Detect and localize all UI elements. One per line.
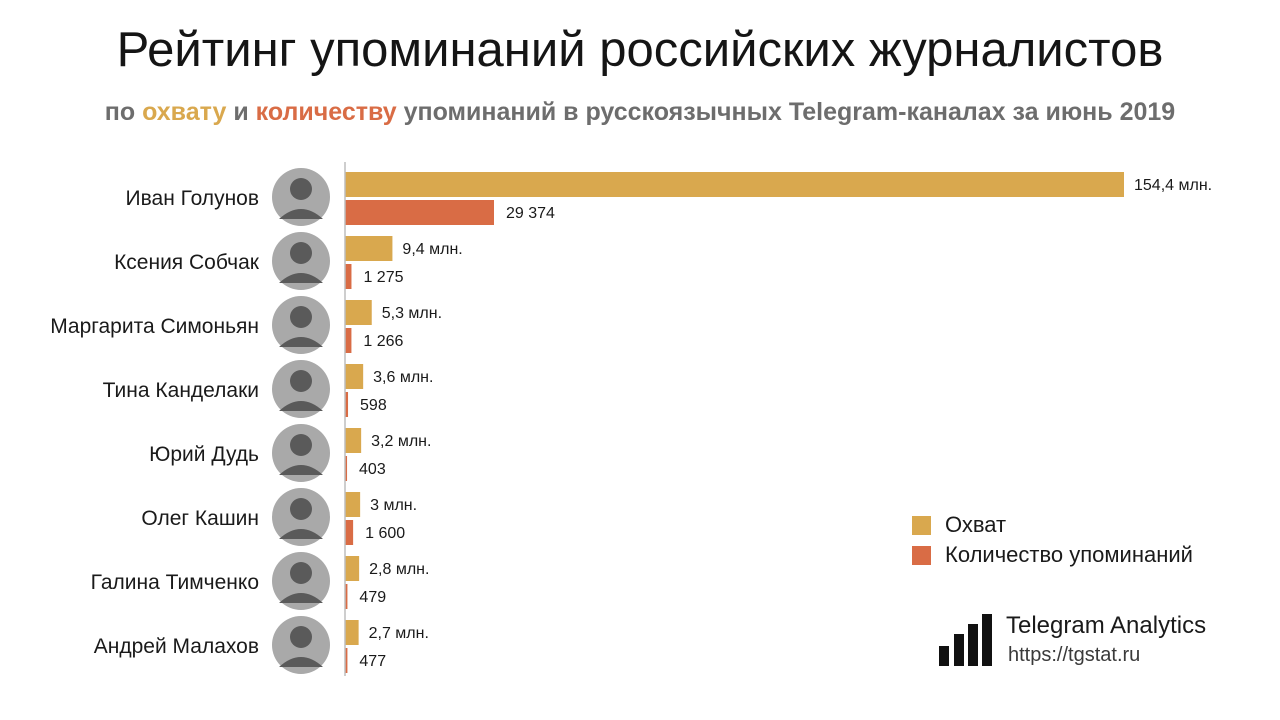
bar-count: [345, 648, 348, 673]
avatar-body: [279, 657, 323, 667]
subtitle-prefix: по: [104, 98, 136, 126]
category-label: Иван Голунов: [126, 187, 260, 210]
bar-reach: [345, 172, 1124, 197]
legend-swatch-reach: [912, 515, 931, 535]
subtitle-rest: упоминаний в русскоязычных Telegram-кана…: [403, 98, 1176, 126]
brand-name: Telegram Analytics: [1006, 612, 1207, 639]
data-label-reach: 154,4 млн.: [1134, 177, 1212, 194]
avatar-head: [290, 562, 312, 584]
data-label-count: 1 600: [365, 525, 405, 542]
legend-item-reach: Охват: [912, 510, 1193, 540]
data-label-reach: 3,6 млн.: [373, 369, 433, 386]
avatar-head: [290, 178, 312, 200]
avatar-head: [290, 626, 312, 648]
category-label: Галина Тимченко: [91, 571, 259, 594]
bar-count: [345, 392, 349, 417]
data-label-reach: 5,3 млн.: [382, 305, 442, 322]
avatar-head: [290, 370, 312, 392]
avatar-body: [279, 401, 323, 411]
bar-reach: [345, 556, 360, 581]
avatar-head: [290, 242, 312, 264]
data-label-reach: 2,7 млн.: [369, 625, 429, 642]
data-label-reach: 3,2 млн.: [371, 433, 431, 450]
avatar-body: [279, 209, 323, 219]
category-label: Юрий Дудь: [149, 443, 259, 466]
avatar-body: [279, 593, 323, 603]
data-label-reach: 2,8 млн.: [369, 561, 429, 578]
chart-subtitle: по охвату и количеству упоминаний в русс…: [0, 98, 1280, 127]
avatar-head: [290, 434, 312, 456]
data-label-count: 1 275: [363, 269, 403, 286]
bar-count: [345, 200, 494, 225]
subtitle-reach-word: охвату: [142, 98, 227, 126]
bar-count: [345, 264, 352, 289]
legend-label-reach: Охват: [945, 512, 1007, 537]
avatar-body: [279, 465, 323, 475]
data-label-reach: 9,4 млн.: [402, 241, 462, 258]
data-label-count: 479: [359, 589, 386, 606]
data-label-count: 477: [359, 653, 386, 670]
avatar-body: [279, 337, 323, 347]
category-label: Андрей Малахов: [94, 635, 259, 658]
bar-reach: [345, 492, 361, 517]
category-label: Тина Канделаки: [103, 379, 259, 402]
bar-count: [345, 456, 348, 481]
data-label-count: 403: [359, 461, 386, 478]
bar-reach: [345, 364, 364, 389]
bar-count: [345, 520, 354, 545]
category-label: Ксения Собчак: [114, 251, 260, 274]
data-label-count: 29 374: [506, 205, 555, 222]
chart-title: Рейтинг упоминаний российских журналисто…: [116, 23, 1164, 77]
bar-reach: [345, 428, 362, 453]
bar-chart-logo-icon: [939, 614, 992, 666]
category-label: Маргарита Симоньян: [50, 315, 259, 338]
legend-item-count: Количество упоминаний: [912, 540, 1193, 570]
category-label: Олег Кашин: [141, 507, 259, 530]
legend-swatch-count: [912, 545, 931, 565]
avatar-body: [279, 529, 323, 539]
data-label-reach: 3 млн.: [370, 497, 417, 514]
bar-reach: [345, 620, 359, 645]
subtitle-and: и: [233, 98, 249, 126]
bar-count: [345, 328, 352, 353]
legend: Охват Количество упоминаний: [912, 510, 1193, 570]
data-label-count: 598: [360, 397, 387, 414]
bar-count: [345, 584, 348, 609]
bar-reach: [345, 236, 393, 261]
avatar-head: [290, 306, 312, 328]
legend-label-count: Количество упоминаний: [945, 542, 1193, 567]
avatar-head: [290, 498, 312, 520]
brand-url: https://tgstat.ru: [1008, 644, 1141, 666]
subtitle-count-word: количеству: [255, 98, 397, 126]
data-label-count: 1 266: [363, 333, 403, 350]
bar-reach: [345, 300, 372, 325]
avatar-body: [279, 273, 323, 283]
